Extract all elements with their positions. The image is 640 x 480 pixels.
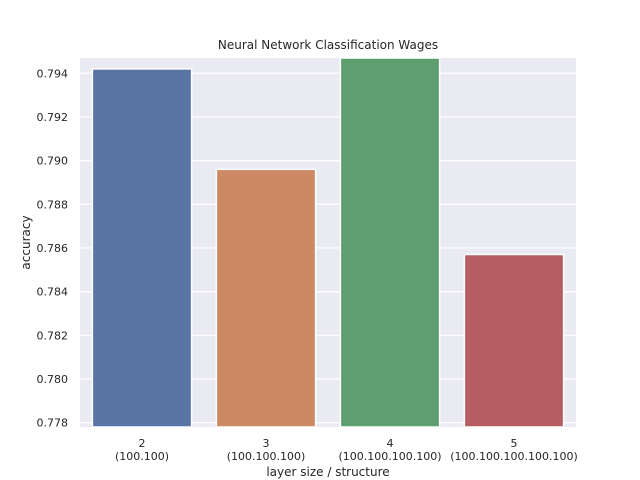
y-tick-label: 0.784 — [37, 286, 69, 299]
bar — [463, 253, 565, 428]
bar — [215, 168, 317, 428]
bars — [91, 57, 565, 428]
x-tick-sublabel: (100.100.100.100.100) — [450, 450, 578, 463]
x-tick-label: 3 — [263, 437, 270, 450]
y-tick-label: 0.792 — [37, 111, 69, 124]
y-tick-label: 0.788 — [37, 198, 69, 211]
x-axis-ticks: 2(100.100)3(100.100.100)4(100.100.100.10… — [115, 437, 578, 463]
x-tick-sublabel: (100.100) — [115, 450, 169, 463]
x-axis-label: layer size / structure — [266, 465, 389, 479]
x-tick-label: 2 — [139, 437, 146, 450]
bar — [91, 68, 193, 428]
y-axis-label: accuracy — [19, 215, 33, 269]
chart-title: Neural Network Classification Wages — [218, 38, 438, 52]
x-tick-label: 4 — [387, 437, 394, 450]
y-axis-ticks: 0.778 0.780 0.782 0.784 0.786 0.788 0.790 0.792… — [37, 67, 69, 429]
y-tick-label: 0.790 — [37, 155, 69, 168]
x-tick-sublabel: (100.100.100) — [227, 450, 306, 463]
y-tick-label: 0.794 — [37, 67, 69, 80]
y-tick-label: 0.778 — [37, 417, 69, 430]
bar — [339, 57, 441, 428]
y-tick-label: 0.782 — [37, 329, 69, 342]
y-tick-label: 0.786 — [37, 242, 69, 255]
x-tick-label: 5 — [511, 437, 518, 450]
x-tick-sublabel: (100.100.100.100) — [338, 450, 441, 463]
y-tick-label: 0.780 — [37, 373, 69, 386]
